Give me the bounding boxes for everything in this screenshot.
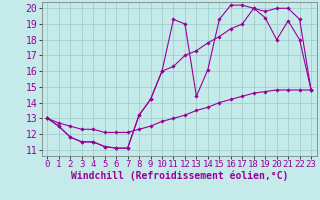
X-axis label: Windchill (Refroidissement éolien,°C): Windchill (Refroidissement éolien,°C) bbox=[70, 171, 288, 181]
